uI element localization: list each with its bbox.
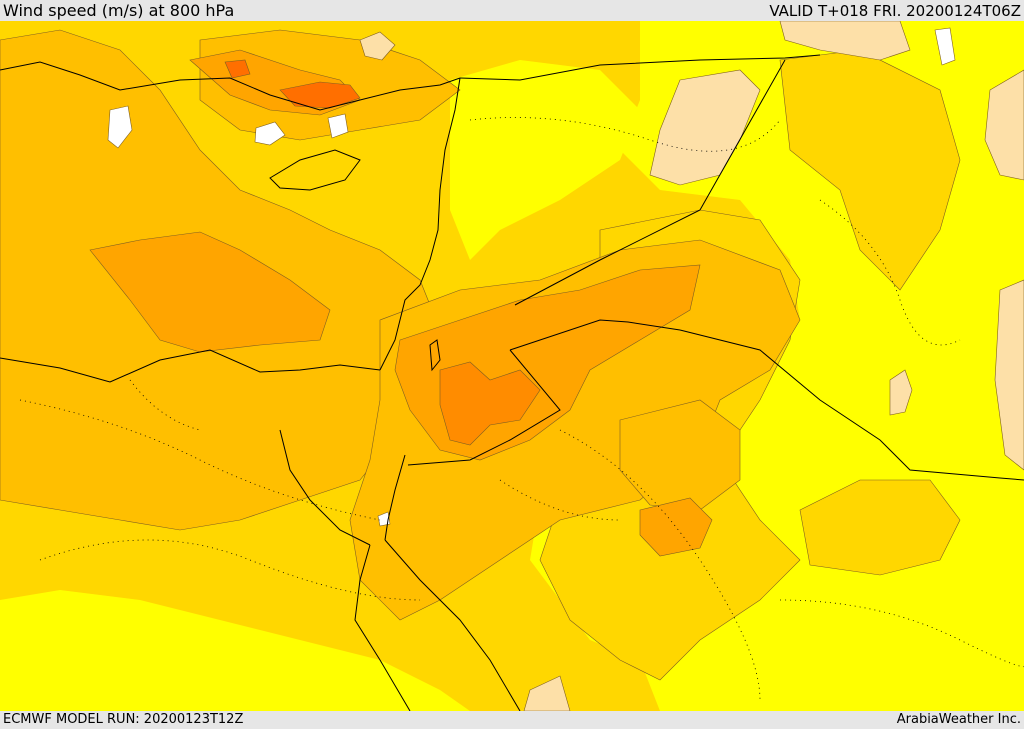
red-sea-east [384,539,521,711]
turkey-syria-border [459,54,821,81]
syria-iraq-border [514,59,786,306]
wind-zone-pale-far-east [994,279,1024,471]
cyprus-island [269,149,361,191]
wind-core-red-spot [224,59,251,79]
wind-calm-white-2 [254,121,286,146]
wind-zone-amber-south [619,399,741,511]
header-bar: Wind speed (m/s) at 800 hPa VALID T+018 … [0,0,1024,21]
jordan-saudi-border [407,349,561,466]
model-run-label: ECMWF MODEL RUN: 20200123T12Z [3,712,244,727]
borders [0,54,1024,711]
footer-bar: ECMWF MODEL RUN: 20200123T12Z ArabiaWeat… [0,711,1024,729]
coastline-turkey-south [0,61,461,111]
wind-zone-yellow-north-strip [450,60,640,260]
wind-calm-white-1 [107,105,133,149]
wind-core-red-orange [279,81,361,109]
red-sea-west [354,544,411,711]
map-title: Wind speed (m/s) at 800 hPa [3,1,235,20]
wind-calm-white-3 [327,113,349,139]
valid-time: VALID T+018 FRI. 20200124T06Z [769,2,1021,20]
wind-zone-pale-south [523,675,571,711]
wind-zone-pale-top [779,21,911,61]
wind-zone-pale-east-edge [984,69,1024,181]
wind-zone-orange-south [639,497,713,557]
wind-zone-gold-southeast [799,479,961,576]
credit-label: ArabiaWeather Inc. [896,712,1021,727]
wind-core-dark-orange [439,361,541,446]
iraq-saudi-border [679,329,1024,481]
wind-zone-orange-west [89,231,331,353]
gulf-of-aqaba [384,454,406,541]
wind-zone-pale-small-1 [889,369,913,416]
wind-speed-map [0,21,1024,711]
wind-zone-yellow-southwest [0,590,470,711]
wind-calm-white-4 [377,511,391,527]
coastline-levant [379,77,461,371]
jordan-iraq-border [509,319,681,351]
coastline-egypt-north [0,349,381,383]
wind-calm-white-5 [934,27,956,66]
gulf-of-suez [279,429,371,546]
wind-zone-gold-northeast [779,49,961,291]
dead-sea [429,339,441,372]
dotted-isotachs [19,117,1024,701]
wind-zone-pale-small-2 [359,31,396,61]
